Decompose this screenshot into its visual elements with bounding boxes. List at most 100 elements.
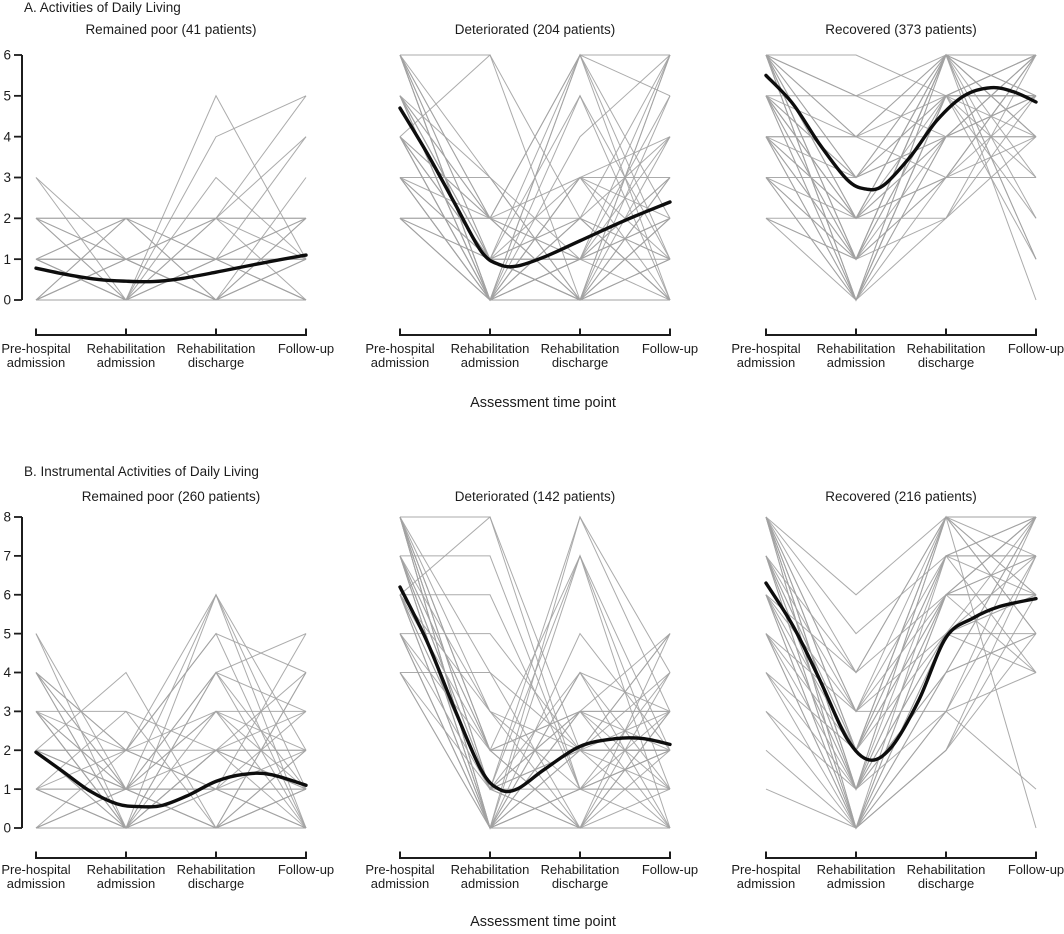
subplot-b2-title: Deteriorated (142 patients): [454, 489, 616, 504]
patient-line: [765, 555, 1037, 829]
y-tick-label: 1: [3, 252, 11, 267]
x-tick-label: Follow-up: [642, 862, 698, 877]
x-tick-label: admission: [461, 355, 520, 370]
x-tick-label: discharge: [552, 876, 608, 891]
patient-line: [399, 555, 671, 829]
x-tick-label: admission: [827, 355, 886, 370]
x-tick-label: Rehabilitation: [87, 341, 166, 356]
x-tick-label: Pre-hospital: [1, 341, 70, 356]
x-tick-label: Rehabilitation: [177, 341, 256, 356]
mean-trajectory-line: [34, 750, 308, 809]
mean-trajectory-line: [34, 253, 308, 284]
x-tick-label: discharge: [188, 876, 244, 891]
x-tick-label: Follow-up: [642, 341, 698, 356]
panel-b-x-axis-title: Assessment time point: [470, 914, 616, 930]
patient-line: [399, 94, 671, 301]
subplot-b3-title: Recovered (216 patients): [825, 489, 977, 504]
patient-line: [36, 217, 306, 301]
patient-line: [399, 54, 671, 220]
x-tick-label: Rehabilitation: [87, 862, 166, 877]
panel-a-title: A. Activities of Daily Living: [24, 0, 181, 15]
patient-line: [765, 515, 1037, 829]
y-tick-label: 4: [3, 665, 11, 680]
x-tick-label: discharge: [918, 876, 974, 891]
x-tick-label: Rehabilitation: [451, 341, 530, 356]
x-axis: [399, 328, 671, 336]
subplot-a1-title: Remained poor (41 patients): [85, 22, 257, 37]
y-tick-label: 7: [3, 549, 11, 564]
patient-line: [765, 516, 1037, 635]
x-tick-label: Pre-hospital: [365, 341, 434, 356]
patient-line: [35, 632, 307, 752]
y-tick-label: 5: [3, 626, 11, 641]
patient-line: [36, 593, 307, 829]
x-tick-label: Rehabilitation: [907, 862, 986, 877]
mean-trajectory-line: [398, 585, 672, 794]
patient-line: [35, 672, 307, 829]
x-tick-label: discharge: [188, 355, 244, 370]
x-tick-label: admission: [827, 876, 886, 891]
x-tick-label: admission: [7, 876, 66, 891]
x-tick-label: Pre-hospital: [1, 862, 70, 877]
x-tick-label: discharge: [918, 355, 974, 370]
y-tick-label: 0: [3, 293, 11, 308]
y-tick-label: 8: [3, 510, 11, 525]
y-tick-label: 5: [3, 89, 11, 104]
patient-line: [400, 594, 671, 790]
x-tick-label: Rehabilitation: [541, 341, 620, 356]
x-axis: [765, 851, 1037, 859]
x-tick-label: Rehabilitation: [177, 862, 256, 877]
subplot-b1-title: Remained poor (260 patients): [81, 489, 261, 504]
x-axis: [765, 328, 1037, 336]
x-tick-label: Rehabilitation: [817, 341, 896, 356]
x-tick-label: Follow-up: [278, 862, 334, 877]
mean-trajectory-line: [764, 73, 1038, 192]
patient-line: [399, 217, 670, 301]
patient-line: [765, 54, 1036, 260]
x-tick-label: admission: [737, 876, 796, 891]
subplot-a3-title: Recovered (373 patients): [825, 22, 977, 37]
patient-line: [35, 95, 307, 301]
patient-line: [765, 516, 1037, 713]
panel-b-title: B. Instrumental Activities of Daily Livi…: [24, 464, 259, 479]
patient-line: [765, 54, 1037, 260]
subplot-a2-title: Deteriorated (204 patients): [454, 22, 616, 37]
y-tick-label: 3: [3, 170, 11, 185]
x-tick-label: admission: [371, 355, 430, 370]
mean-trajectory-line: [398, 106, 672, 269]
x-tick-label: admission: [7, 355, 66, 370]
y-tick-label: 4: [3, 129, 11, 144]
x-tick-label: Rehabilitation: [451, 862, 530, 877]
x-tick-label: Follow-up: [1008, 341, 1064, 356]
x-tick-label: admission: [97, 876, 156, 891]
x-axis: [399, 851, 671, 859]
patient-line: [765, 516, 1037, 830]
patient-line: [765, 672, 1037, 829]
x-tick-label: discharge: [552, 355, 608, 370]
patient-line: [35, 749, 306, 829]
patient-line: [399, 555, 671, 829]
x-axis: [35, 851, 307, 859]
patient-line: [765, 555, 1037, 830]
patient-line: [36, 94, 307, 301]
x-tick-label: admission: [461, 876, 520, 891]
x-tick-label: Rehabilitation: [817, 862, 896, 877]
x-tick-label: Follow-up: [1008, 862, 1064, 877]
x-tick-label: Follow-up: [278, 341, 334, 356]
x-tick-label: Rehabilitation: [541, 862, 620, 877]
x-tick-label: admission: [737, 355, 796, 370]
patient-line: [399, 54, 671, 260]
y-tick-label: 6: [3, 48, 11, 63]
y-tick-label: 6: [3, 587, 11, 602]
x-tick-label: Pre-hospital: [731, 862, 800, 877]
x-tick-label: admission: [97, 355, 156, 370]
patient-line: [765, 54, 1037, 138]
y-tick-label: 2: [3, 211, 11, 226]
x-tick-label: Rehabilitation: [907, 341, 986, 356]
y-tick-label: 3: [3, 704, 11, 719]
x-tick-label: Pre-hospital: [365, 862, 434, 877]
x-axis: [35, 328, 307, 336]
x-tick-label: Pre-hospital: [731, 341, 800, 356]
